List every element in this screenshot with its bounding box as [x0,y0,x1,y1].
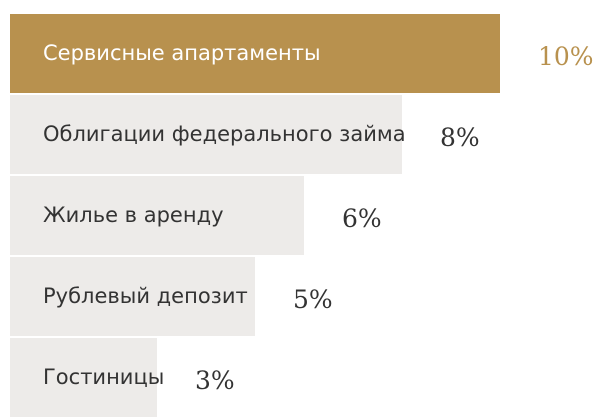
value-label: 10% [538,42,594,71]
value-label: 6% [342,204,382,233]
category-label: Жилье в аренду [43,203,224,227]
category-label: Сервисные апартаменты [43,41,321,65]
value-label: 3% [195,366,235,395]
value-label: 5% [293,285,333,314]
bar-2 [10,176,304,255]
value-label: 8% [440,123,480,152]
bar-1 [10,95,402,174]
category-label: Гостиницы [43,365,165,389]
category-label: Облигации федерального займа [43,122,406,146]
category-label: Рублевый депозит [43,284,248,308]
bar-4 [10,338,157,417]
bar-3 [10,257,255,336]
bar-0 [10,14,500,93]
